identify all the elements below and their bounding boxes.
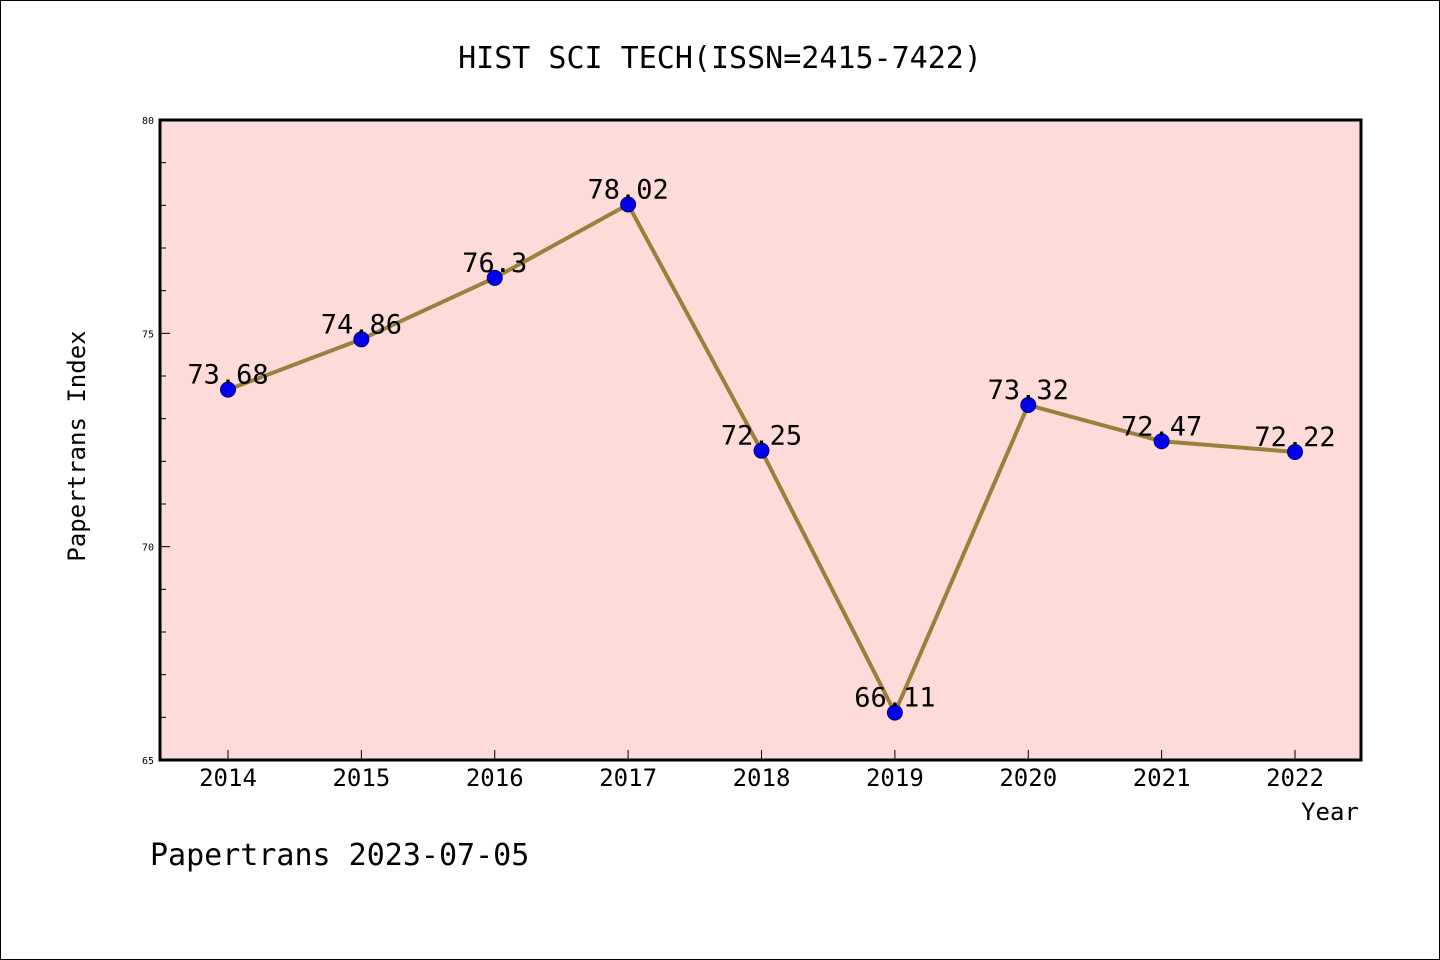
x-tick-label: 2015 <box>332 764 390 792</box>
data-label: 73.32 <box>988 375 1069 406</box>
data-label: 76.3 <box>462 248 527 279</box>
y-axis-label: Papertrans Index <box>63 330 91 561</box>
data-point <box>753 442 770 459</box>
markers <box>220 196 1303 721</box>
data-point <box>220 381 236 398</box>
x-tick-label: 2014 <box>199 764 257 792</box>
data-point <box>1287 443 1303 460</box>
y-tick-label: 70 <box>142 543 154 554</box>
x-tick-label: 2016 <box>466 764 524 792</box>
x-tick-label: 2022 <box>1266 764 1324 792</box>
y-tick-label: 75 <box>142 329 154 340</box>
data-point <box>620 196 637 213</box>
x-tick-label: 2017 <box>599 764 657 792</box>
data-label: 74.86 <box>321 309 402 340</box>
data-point <box>1020 397 1037 414</box>
x-tick-label: 2020 <box>999 764 1057 792</box>
data-label: 73.68 <box>187 360 268 391</box>
data-label: 72.22 <box>1254 422 1335 453</box>
data-label: 72.47 <box>1121 411 1202 442</box>
data-labels: 73.68 74.86 76.3 78.02 72.25 66.11 73.32 72.47 7… <box>187 174 1335 713</box>
x-axis: 2014 2015 2016 2017 2018 2019 2020 2021 2022 <box>199 750 1324 792</box>
data-label: 66.11 <box>854 683 935 714</box>
data-point <box>1153 433 1170 450</box>
chart-title: HIST SCI TECH(ISSN=2415-7422) <box>458 41 982 76</box>
data-label: 72.25 <box>721 421 802 452</box>
y-axis: 65 70 75 80 <box>142 116 170 767</box>
x-tick-label: 2018 <box>733 764 791 792</box>
data-label: 78.02 <box>587 174 668 205</box>
x-axis-label: Year <box>1301 798 1359 826</box>
x-tick-label: 2019 <box>866 764 924 792</box>
y-tick-label: 65 <box>142 756 154 767</box>
data-point <box>353 331 370 348</box>
x-tick-label: 2021 <box>1133 764 1191 792</box>
footer-stamp: Papertrans 2023-07-05 <box>150 838 529 873</box>
y-tick-label: 80 <box>142 116 154 127</box>
data-point <box>486 269 503 286</box>
data-point <box>886 704 903 721</box>
